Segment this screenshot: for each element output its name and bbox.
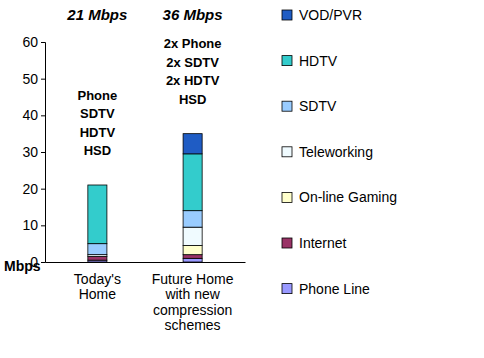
bar-segment [88,185,107,186]
y-axis: 0102030405060 [22,34,45,270]
y-tick-mark [41,42,45,43]
label-line: compression [153,302,232,318]
y-tick: 60 [22,34,45,50]
legend-swatch [282,238,292,248]
legend-label: Phone Line [299,281,370,297]
chart: 0102030405060Today'sHomeFuture Homewith … [0,0,484,358]
bar-segment [88,244,107,255]
bar-segment [88,185,107,244]
bar-annotation: 2x HDTV [166,73,220,88]
x-tick-label: Today'sHome [74,271,121,302]
legend-label: SDTV [299,98,337,114]
legend-label: HDTV [299,53,338,69]
bar-segment [183,211,202,228]
y-tick: 40 [22,107,45,123]
y-tick: 20 [22,181,45,197]
bar-header: 36 Mbps [163,6,223,23]
label-line: Future Home [152,271,234,287]
bar-annotation: Phone [78,88,118,103]
x-axis-line [46,262,246,263]
legend-swatch [282,284,292,294]
label-line: Today's [74,271,121,287]
y-tick-mark [41,115,45,116]
bar-segment [183,258,202,262]
legend-swatch [282,101,292,111]
bar-header: 21 Mbps [66,6,127,23]
legend-swatch [282,192,292,202]
y-tick: 10 [22,217,45,233]
legend-swatch [282,56,292,66]
y-tick-mark [41,262,45,263]
y-tick-mark [41,79,45,80]
bar-annotation: 2x SDTV [166,55,219,70]
y-tick-label: 30 [22,144,38,160]
y-axis-line [41,43,46,263]
legend-label: On-line Gaming [299,189,397,205]
x-tick-label: Future Homewith newcompressionschemes [152,271,234,333]
bar-segment [183,255,202,259]
y-tick-mark [41,189,45,190]
legend: VOD/PVR HDTV SDTV Teleworking On-line Gaming… [282,7,397,297]
label-line: with new [164,286,220,302]
label-line: Home [79,286,117,302]
y-tick-label: 60 [22,34,38,50]
bar-segment [183,154,202,211]
bar-segment [183,227,202,245]
bar-annotation: HSD [84,143,111,158]
y-tick: 30 [22,144,45,160]
bar-segment [88,257,107,261]
y-tick: 50 [22,71,45,87]
y-tick-label: 10 [22,217,38,233]
legend-swatch [282,147,292,157]
bar-annotation: SDTV [80,106,115,121]
y-axis-title: Mbps [4,258,41,274]
bar-annotation: 2x Phone [164,36,222,51]
bar-segment [183,134,202,154]
legend-swatch [282,10,292,20]
bar-segment [183,246,202,255]
bar-annotation: HSD [179,92,206,107]
y-tick-label: 20 [22,181,38,197]
y-tick-label: 40 [22,107,38,123]
label-line: schemes [165,317,221,333]
y-tick-label: 50 [22,71,38,87]
y-tick-mark [41,152,45,153]
y-tick-mark [41,225,45,226]
legend-label: VOD/PVR [299,7,362,23]
bar-annotation: HDTV [80,125,116,140]
x-axis [46,262,246,264]
legend-label: Internet [299,235,347,251]
legend-label: Teleworking [299,144,373,160]
